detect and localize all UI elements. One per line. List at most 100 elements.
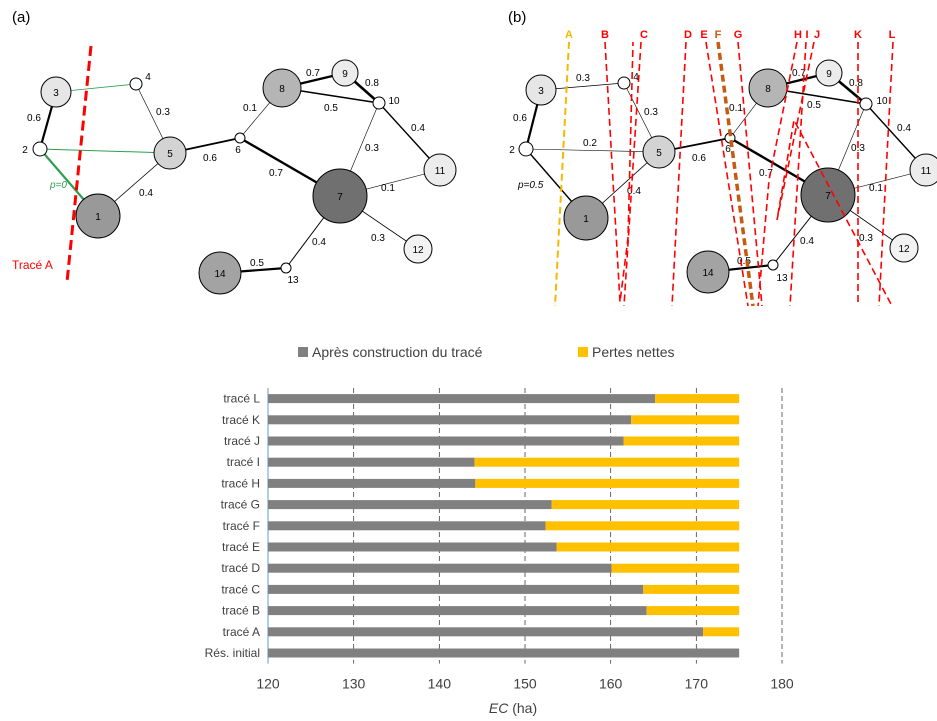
weight-b-5-6: 0.6: [692, 153, 706, 164]
bar-series2: [655, 394, 740, 404]
bar-series1: [268, 521, 546, 531]
trace-letter-G: G: [734, 29, 743, 41]
node-b-9: [815, 59, 843, 87]
bar-series1: [268, 627, 704, 637]
node-4: [129, 77, 143, 91]
node-label-12: 12: [412, 245, 424, 256]
bar-series2: [703, 627, 740, 637]
x-tick-label: 160: [599, 676, 623, 692]
weight-10-7: 0.3: [365, 143, 379, 154]
weight-b-3-4: 0.3: [576, 73, 590, 84]
node-b-label-14: 14: [702, 268, 714, 279]
node-b-label-2: 2: [509, 145, 515, 156]
weight-b-7-13: 0.4: [800, 236, 814, 247]
panel-a-edge-weights: 0.6 0.4 0.3 0.6 0.1 0.7 0.7 0.8 0.5 0.3 …: [27, 68, 425, 269]
weight-8-10: 0.5: [324, 103, 338, 114]
panel-a-nodes: [32, 59, 457, 295]
p-label-b: p=0.5: [517, 180, 544, 191]
node-b-label-10: 10: [876, 96, 888, 107]
node-label-10: 10: [388, 96, 400, 107]
node-9: [331, 59, 359, 87]
node-b-label-6: 6: [725, 144, 731, 155]
weight-7-12: 0.3: [371, 233, 385, 244]
y-tick-label: tracé H: [221, 476, 260, 490]
node-1: [75, 193, 121, 239]
node-label-1: 1: [95, 212, 101, 223]
node-8: [262, 68, 302, 108]
node-3: [40, 76, 72, 108]
y-tick-label: tracé J: [224, 434, 260, 448]
bar-series2: [545, 521, 740, 531]
node-10: [372, 96, 386, 110]
legend: Après construction du tracé Pertes nette…: [298, 344, 675, 360]
node-b-label-1: 1: [583, 214, 589, 225]
node-b-10: [859, 97, 873, 111]
weight-b-6-7: 0.7: [759, 168, 773, 179]
trace-a-line: [65, 45, 93, 283]
node-label-14: 14: [214, 269, 226, 280]
panel-b-node-labels: 1 2 3 4 5 6 7 8 9 10 11 12 13 14: [509, 69, 931, 284]
trace-b-L: [878, 41, 894, 307]
weight-b-8-10: 0.5: [807, 100, 821, 111]
node-b-7: [800, 167, 856, 223]
x-tick-label: 150: [513, 676, 537, 692]
bar-series2: [623, 436, 740, 446]
bar-series1: [268, 563, 612, 573]
weight-b-9-10: 0.8: [849, 78, 863, 89]
node-label-6: 6: [235, 145, 241, 156]
node-b-2: [518, 141, 534, 157]
weight-b-8-9: 0.7: [792, 68, 806, 79]
node-b-label-11: 11: [921, 166, 932, 177]
y-tick-label: tracé G: [221, 498, 260, 512]
weight-6-7: 0.7: [269, 168, 283, 179]
bar-series1: [268, 500, 552, 510]
legend-label-series1: Après construction du tracé: [312, 344, 483, 360]
weight-7-13: 0.4: [312, 237, 326, 248]
node-7: [312, 168, 368, 224]
trace-letter-H: H: [794, 29, 802, 41]
panel-b: (b): [508, 9, 937, 307]
node-label-8: 8: [279, 84, 285, 95]
chart-bars: [268, 394, 740, 658]
bar-series1: [268, 457, 475, 467]
panel-b-trace-letters: A B C D E F G H I J K L: [565, 29, 896, 41]
trace-letter-B: B: [601, 29, 609, 41]
weight-10-11: 0.4: [411, 123, 425, 134]
trace-b-A: [554, 41, 570, 307]
weight-b-13-14: 0.5: [737, 256, 751, 267]
node-label-11: 11: [435, 166, 446, 177]
y-tick-label: tracé I: [227, 455, 260, 469]
panel-b-label: (b): [508, 9, 526, 26]
y-tick-label: tracé A: [223, 625, 260, 639]
node-b-label-9: 9: [826, 69, 832, 80]
bar-series1: [268, 478, 476, 488]
node-label-13: 13: [287, 275, 299, 286]
x-tick-label: 120: [256, 676, 280, 692]
panel-b-nodes: [518, 59, 937, 294]
node-b-13: [767, 259, 779, 271]
trace-a-label: Tracé A: [12, 258, 53, 272]
y-tick-label: tracé L: [223, 392, 260, 406]
bar-series1: [268, 648, 740, 658]
weight-b-5-1: 0.4: [627, 186, 641, 197]
weight-b-4-5: 0.3: [644, 107, 658, 118]
trace-letter-E: E: [700, 29, 707, 41]
legend-swatch-series2: [578, 347, 588, 357]
bar-series1: [268, 606, 647, 616]
legend-swatch-series1: [298, 347, 308, 357]
node-b-label-7: 7: [825, 191, 831, 202]
trace-letter-I: I: [805, 29, 808, 41]
weight-7-11: 0.1: [381, 183, 395, 194]
weight-5-1: 0.4: [139, 188, 153, 199]
panel-a-label: (a): [12, 9, 30, 26]
node-6: [234, 132, 246, 144]
node-b-14: [686, 250, 730, 294]
edge-b-2-5: [525, 148, 660, 153]
x-axis-title-unit-text: (ha): [512, 700, 537, 716]
trace-letter-C: C: [640, 29, 648, 41]
bar-series2: [631, 415, 740, 425]
y-tick-label: Rés. initial: [205, 646, 260, 660]
y-tick-label: tracé K: [222, 413, 260, 427]
trace-b-G: [737, 41, 763, 307]
